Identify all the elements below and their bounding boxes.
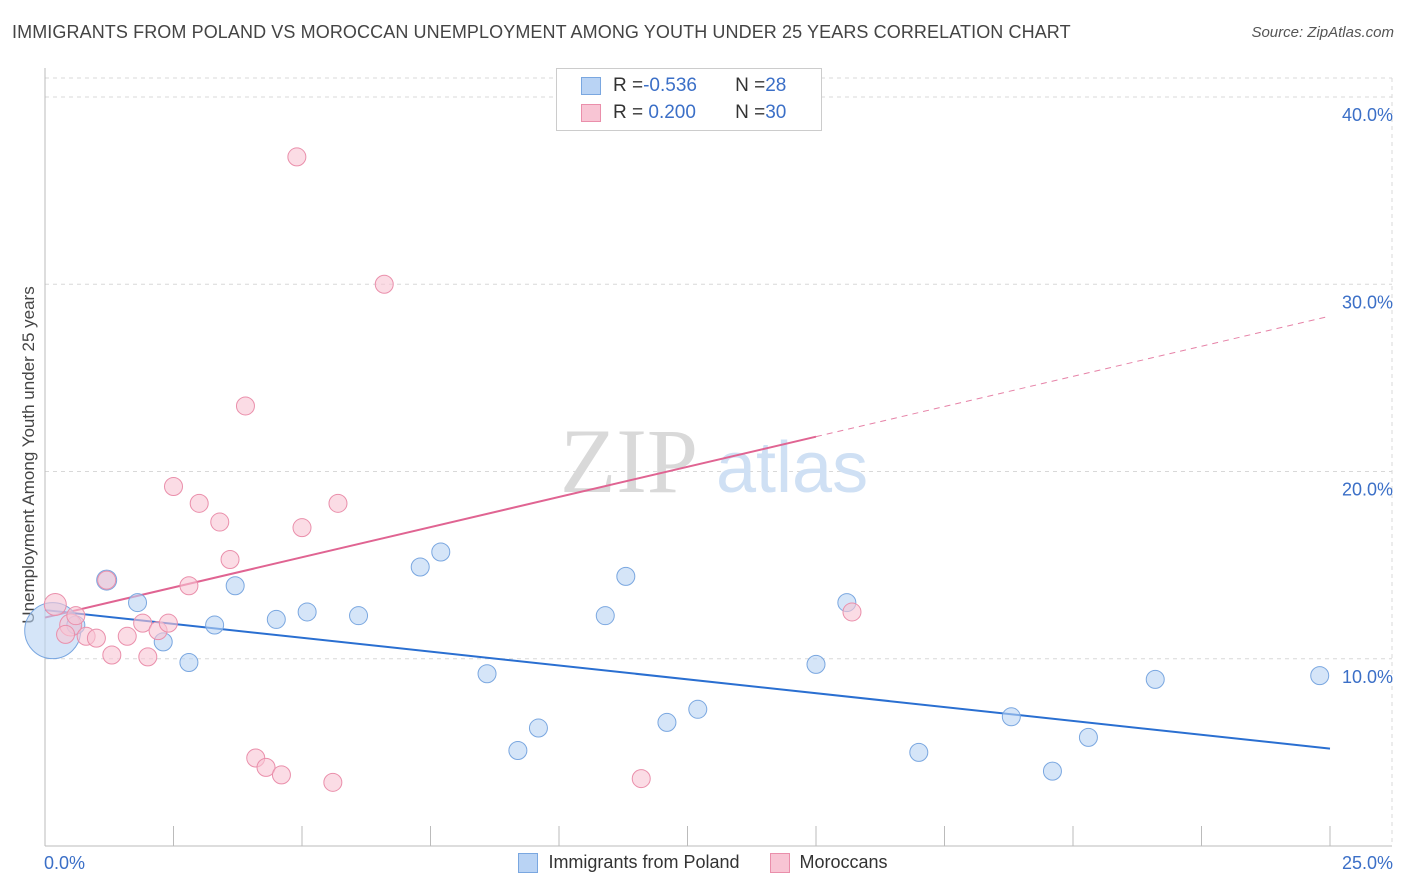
data-point: [349, 606, 369, 626]
legend-n-value: 28: [765, 75, 787, 96]
data-point: [1001, 707, 1021, 727]
legend-swatch-moroccans: [581, 104, 601, 122]
data-point: [128, 593, 148, 613]
y-tick-label: 30.0%: [1342, 292, 1393, 312]
legend-n-label: N =: [735, 75, 766, 96]
y-tick-label: 10.0%: [1342, 667, 1393, 687]
data-point: [431, 542, 451, 562]
data-point: [86, 628, 106, 648]
data-point: [616, 566, 636, 586]
legend-item-moroccans: Moroccans: [769, 852, 888, 873]
data-point: [297, 602, 317, 622]
data-point: [508, 741, 528, 761]
data-point: [117, 626, 137, 646]
data-point: [225, 576, 245, 596]
data-point: [688, 699, 708, 719]
data-point: [806, 654, 826, 674]
data-point: [1078, 727, 1098, 747]
series-legend: Immigrants from Poland Moroccans: [0, 852, 1406, 873]
data-point: [138, 647, 158, 667]
data-point: [164, 476, 183, 496]
tick-labels: 10.0% 20.0% 30.0% 40.0% 0.0% 25.0%: [44, 105, 1393, 873]
data-points: [24, 147, 1330, 792]
data-point: [1310, 666, 1330, 686]
data-point: [271, 765, 291, 785]
data-point: [133, 613, 153, 633]
data-point: [220, 550, 240, 570]
data-point: [179, 576, 199, 596]
data-point: [256, 757, 276, 777]
data-point: [528, 718, 548, 738]
data-point: [266, 609, 286, 629]
data-point: [97, 570, 117, 590]
data-point: [595, 606, 615, 626]
chart-title: IMMIGRANTS FROM POLAND VS MOROCCAN UNEMP…: [12, 22, 1071, 42]
trend-lines: [44, 315, 1331, 750]
data-point: [477, 664, 497, 684]
legend-row-poland: R = -0.536 N = 28: [581, 74, 786, 98]
y-tick-label: 20.0%: [1342, 480, 1393, 500]
data-point: [631, 769, 651, 789]
data-point: [323, 772, 343, 792]
data-point: [43, 592, 67, 616]
axes: [44, 68, 1392, 847]
legend-label-moroccans: Moroccans: [799, 852, 888, 872]
data-point: [56, 624, 76, 644]
trend-line-0: [44, 609, 1331, 750]
data-point: [205, 615, 225, 635]
legend-r-value: 0.200: [643, 102, 696, 123]
data-point: [210, 512, 230, 532]
source-label: Source: ZipAtlas.com: [1251, 24, 1394, 41]
legend-swatch-poland: [581, 77, 601, 95]
data-point: [374, 274, 394, 294]
legend-swatch-poland: [518, 852, 539, 873]
legend-label-poland: Immigrants from Poland: [548, 852, 740, 872]
watermark-atlas: atlas: [716, 428, 868, 508]
data-point: [909, 742, 929, 762]
x-tick-label: 0.0%: [44, 853, 85, 873]
data-point: [179, 652, 199, 672]
data-point: [287, 147, 307, 167]
data-point: [292, 518, 312, 538]
data-point: [1042, 761, 1062, 781]
legend-r-label: R =: [613, 75, 644, 96]
data-point: [657, 712, 677, 732]
data-point: [189, 493, 209, 513]
data-point: [410, 557, 430, 577]
legend-n-label: N =: [735, 102, 766, 123]
legend-row-moroccans: R = 0.200 N = 30: [581, 101, 786, 125]
data-point: [235, 396, 255, 416]
trend-line-dashed-1: [815, 315, 1331, 438]
legend-n-value: 30: [765, 102, 787, 123]
x-tick-label: 25.0%: [1342, 853, 1393, 873]
trend-line-1: [44, 435, 817, 619]
data-point: [1145, 669, 1165, 689]
data-point: [66, 606, 86, 626]
data-point: [842, 602, 862, 622]
legend-r-value: -0.536: [643, 75, 697, 96]
data-point: [158, 613, 178, 633]
y-tick-label: 40.0%: [1342, 105, 1393, 125]
watermark-zip: ZIP: [560, 410, 698, 512]
data-point: [102, 645, 122, 665]
legend-swatch-moroccans: [769, 852, 790, 873]
data-point: [328, 493, 348, 513]
stats-legend: R = -0.536 N = 28 R = 0.200 N = 30: [556, 68, 822, 131]
legend-r-label: R =: [613, 102, 644, 123]
legend-item-poland: Immigrants from Poland: [518, 852, 740, 873]
